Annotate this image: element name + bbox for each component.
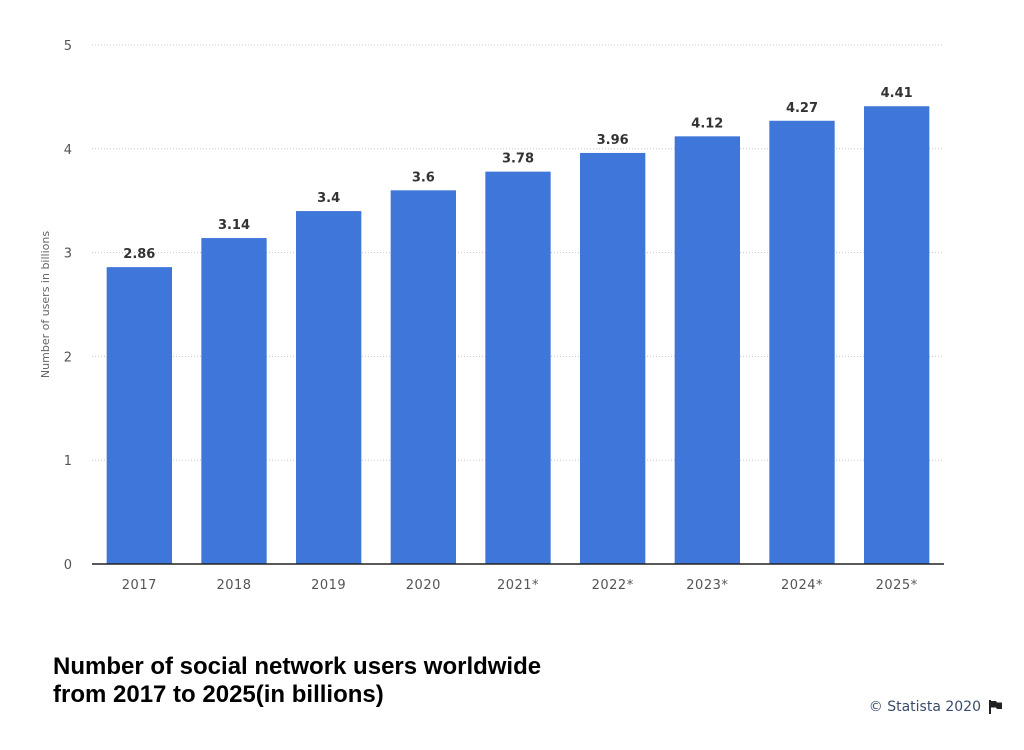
x-axis-ticks: 2017 2018 2019 2020 2021* 2022* 2023* 2024* 2025…	[122, 578, 918, 593]
bar[interactable]	[296, 211, 362, 564]
y-tick-label: 5	[64, 39, 72, 54]
bar[interactable]	[201, 238, 267, 564]
source-credit[interactable]: © Statista 2020	[869, 699, 1002, 715]
y-axis-ticks: 0 1 2 3 4 5	[64, 39, 72, 573]
data-label: 2.86	[123, 247, 155, 262]
chart-title-line-1: Number of social network users worldwide	[53, 653, 542, 680]
bar[interactable]	[106, 267, 172, 564]
y-tick-label: 2	[64, 350, 72, 365]
data-label: 3.14	[218, 218, 250, 233]
x-tick-label: 2023*	[686, 578, 728, 593]
chart-title: Number of social network users worldwide…	[53, 653, 673, 709]
x-tick-label: 2022*	[592, 578, 634, 593]
data-label: 4.41	[881, 86, 913, 101]
y-axis-label: Number of users in billions	[39, 231, 52, 378]
x-tick-label: 2025*	[876, 578, 918, 593]
data-label: 3.78	[502, 152, 534, 167]
credit-text: © Statista 2020	[868, 699, 981, 715]
bar[interactable]	[769, 120, 835, 565]
data-label: 4.27	[786, 101, 818, 116]
y-tick-label: 4	[64, 143, 72, 158]
bar[interactable]	[485, 171, 551, 565]
bar-chart: 0 1 2 3 4 5 2.86 3.14 3.4 3.6 3.78 3.96 4.12 4.27 4.4…	[39, 39, 944, 593]
data-label: 3.6	[412, 170, 435, 185]
chart-title-line-2: from 2017 to 2025(in billions)	[53, 681, 384, 708]
data-label: 3.4	[317, 191, 340, 206]
data-label: 4.12	[691, 116, 723, 131]
y-tick-label: 3	[64, 247, 72, 262]
bar[interactable]	[674, 136, 740, 564]
x-tick-label: 2024*	[781, 578, 823, 593]
bar[interactable]	[580, 152, 646, 564]
x-tick-label: 2021*	[497, 578, 539, 593]
x-tick-label: 2017	[122, 578, 157, 593]
x-tick-label: 2018	[216, 578, 251, 593]
x-tick-label: 2019	[311, 578, 346, 593]
data-label: 3.96	[597, 133, 629, 148]
bar[interactable]	[864, 106, 930, 564]
x-tick-label: 2020	[406, 578, 441, 593]
y-tick-label: 1	[64, 454, 72, 469]
bars	[106, 106, 930, 565]
data-labels: 2.86 3.14 3.4 3.6 3.78 3.96 4.12 4.27 4.41	[123, 86, 912, 262]
flag-icon[interactable]	[989, 700, 1002, 714]
bar[interactable]	[390, 190, 456, 564]
y-tick-label: 0	[64, 558, 72, 573]
